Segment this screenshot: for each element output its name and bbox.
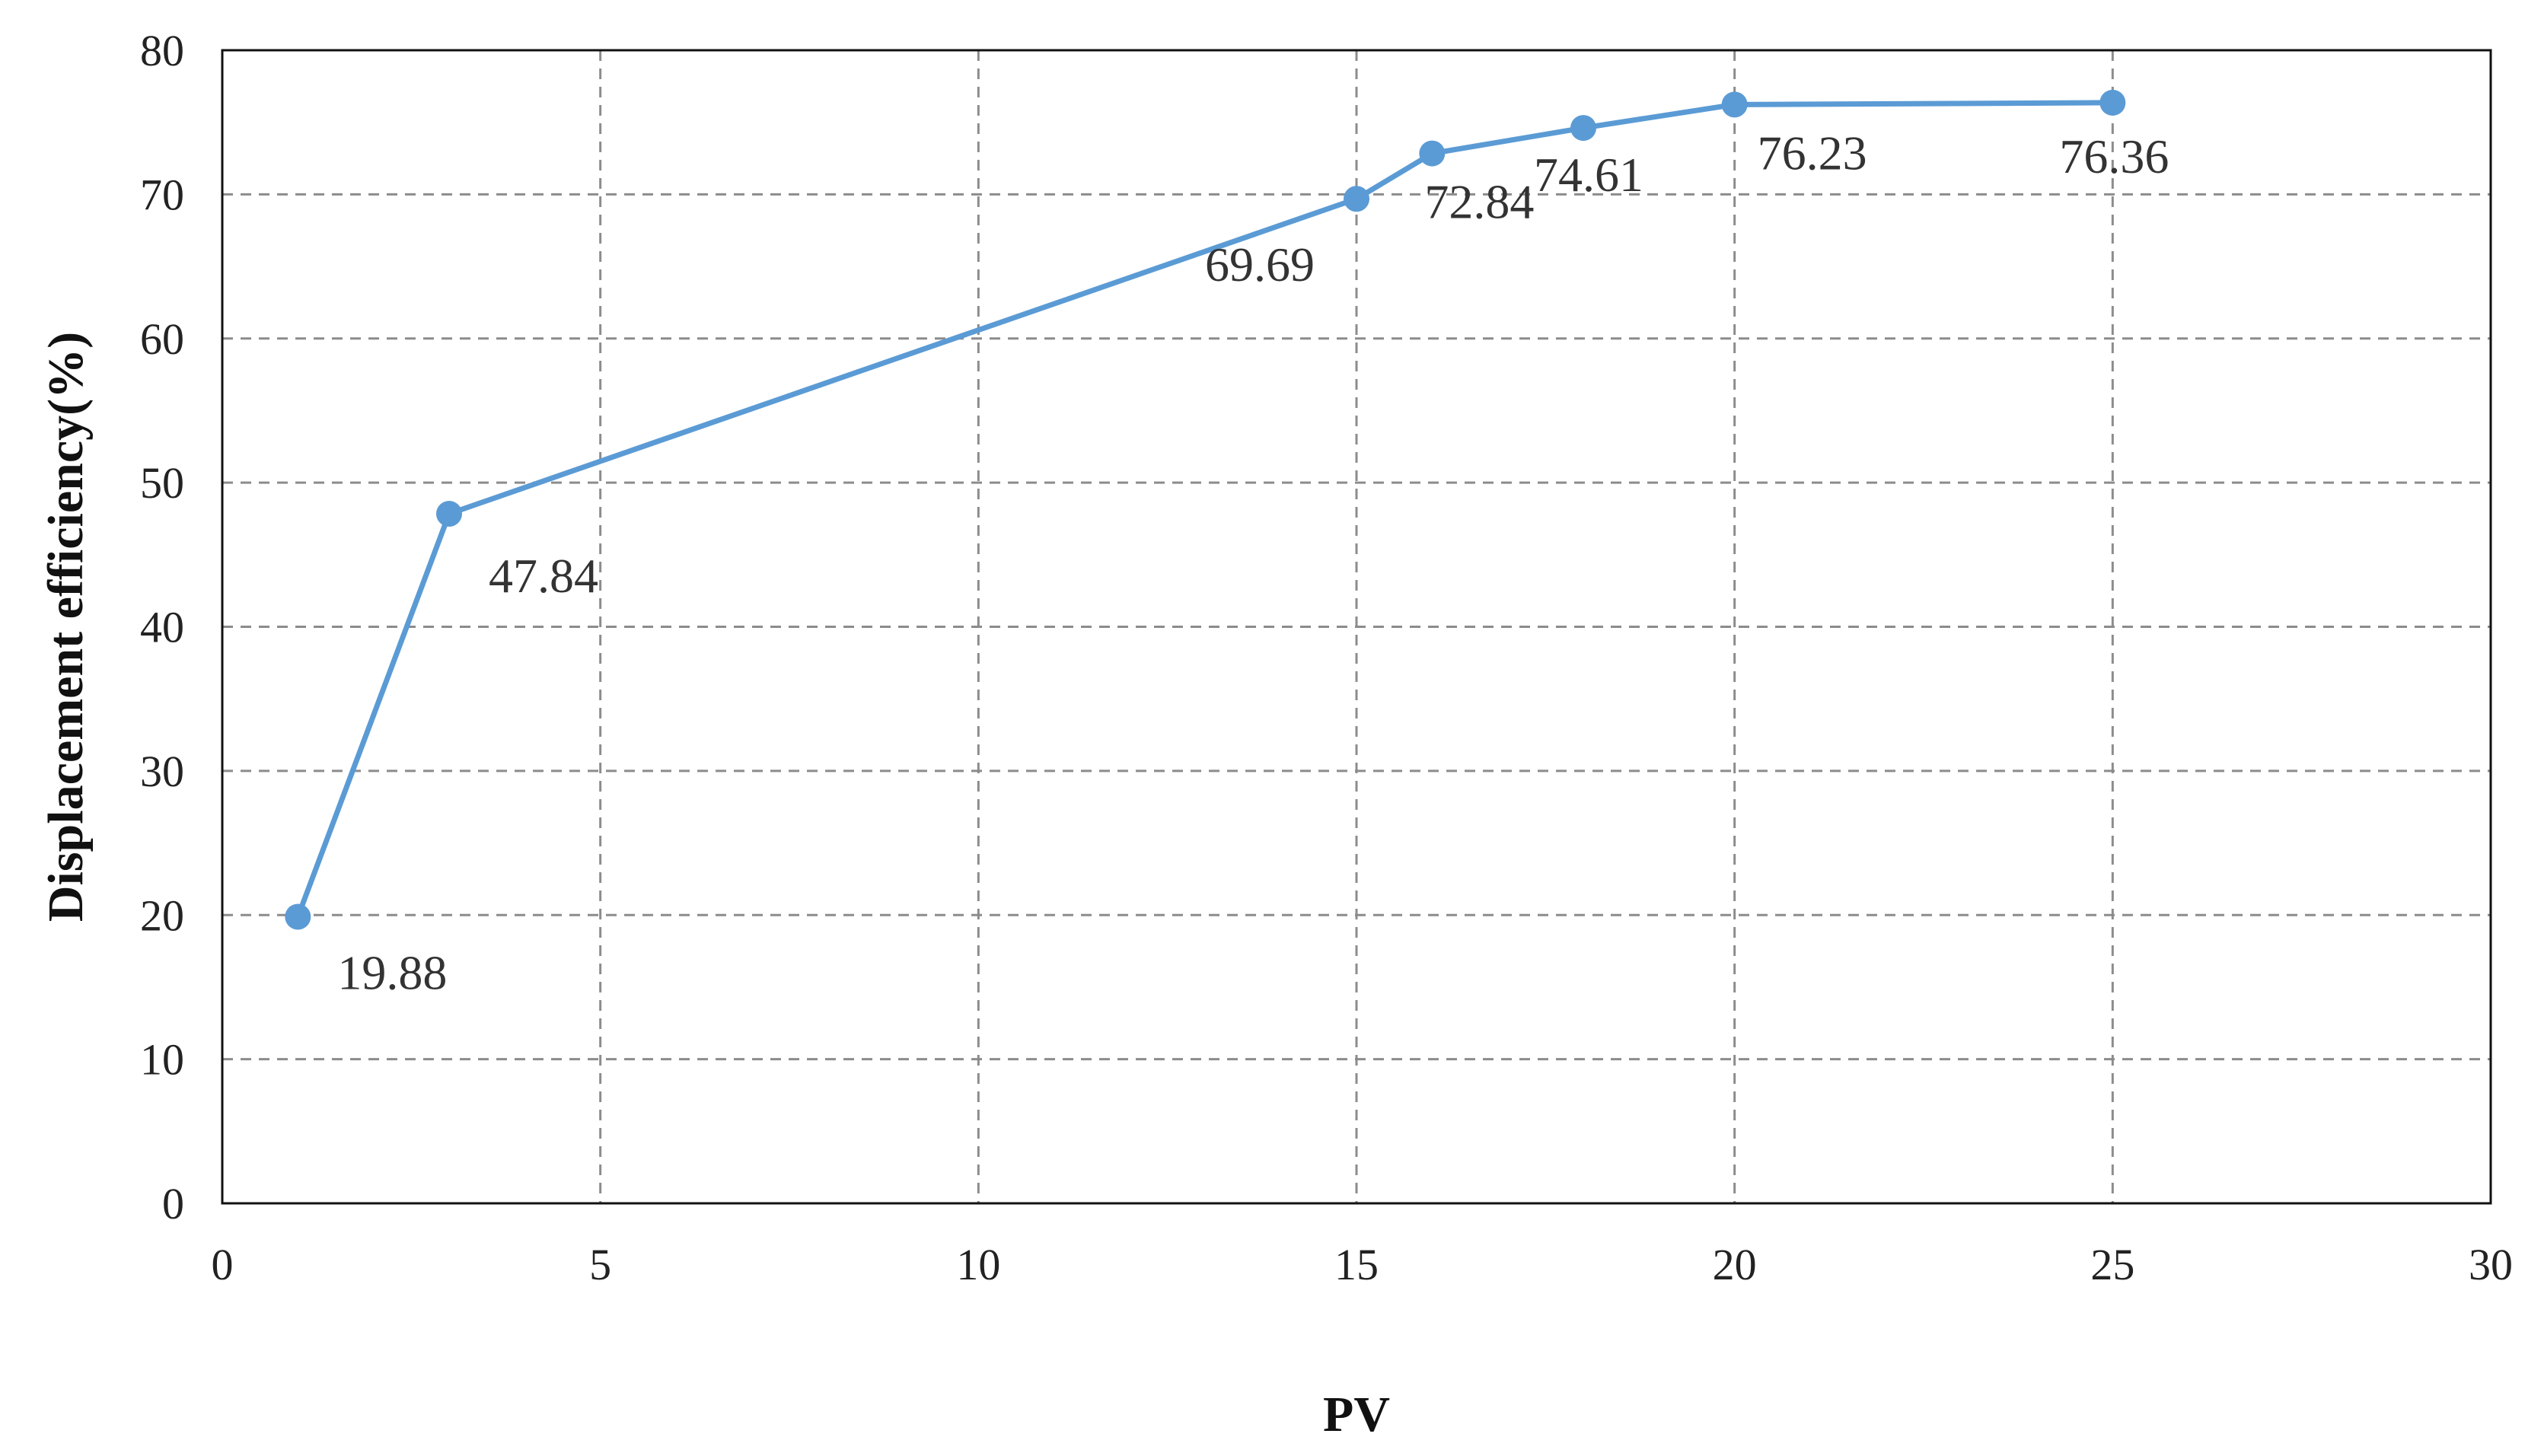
x-tick-label: 5	[589, 1240, 611, 1289]
y-tick-label: 80	[140, 26, 184, 75]
data-label: 69.69	[1205, 237, 1315, 292]
data-point	[1419, 140, 1446, 167]
x-tick-label: 20	[1713, 1240, 1757, 1289]
x-axis-title: PV	[1323, 1387, 1390, 1442]
data-point	[285, 903, 311, 930]
y-tick-label: 10	[140, 1035, 184, 1085]
data-point	[1721, 91, 1748, 118]
data-point	[436, 501, 462, 527]
y-tick-label: 70	[140, 170, 184, 219]
series-line	[295, 100, 2113, 918]
x-tick-label: 10	[956, 1240, 1000, 1289]
data-point	[1570, 115, 1596, 142]
data-point	[2099, 89, 2126, 116]
data-label: 19.88	[337, 946, 447, 1000]
y-axis-ticks: 0 10 20 30 40 50 60 70 80	[140, 26, 184, 1228]
x-axis-ticks: 0 5 10 15 20 25 30	[212, 1240, 2514, 1289]
y-tick-label: 40	[140, 603, 184, 652]
x-tick-label: 30	[2469, 1240, 2513, 1289]
data-label: 76.23	[1758, 126, 1867, 180]
data-point	[1344, 186, 1369, 212]
data-label: 74.61	[1534, 148, 1643, 202]
data-label: 76.36	[2059, 129, 2169, 183]
y-axis-title: Displacement efficiency(%)	[38, 332, 94, 922]
x-tick-label: 15	[1334, 1240, 1379, 1289]
data-label: 47.84	[489, 549, 598, 603]
data-label: 72.84	[1424, 175, 1534, 229]
y-tick-label: 0	[162, 1179, 184, 1228]
y-tick-label: 30	[140, 747, 184, 796]
y-tick-label: 20	[140, 890, 184, 940]
grid-lines	[222, 50, 2491, 1203]
plot-area-border	[221, 49, 2492, 1205]
y-tick-label: 60	[140, 314, 184, 364]
series-group	[285, 89, 2126, 930]
y-tick-label: 50	[140, 458, 184, 508]
x-tick-label: 0	[212, 1240, 234, 1289]
x-tick-label: 25	[2090, 1240, 2134, 1289]
